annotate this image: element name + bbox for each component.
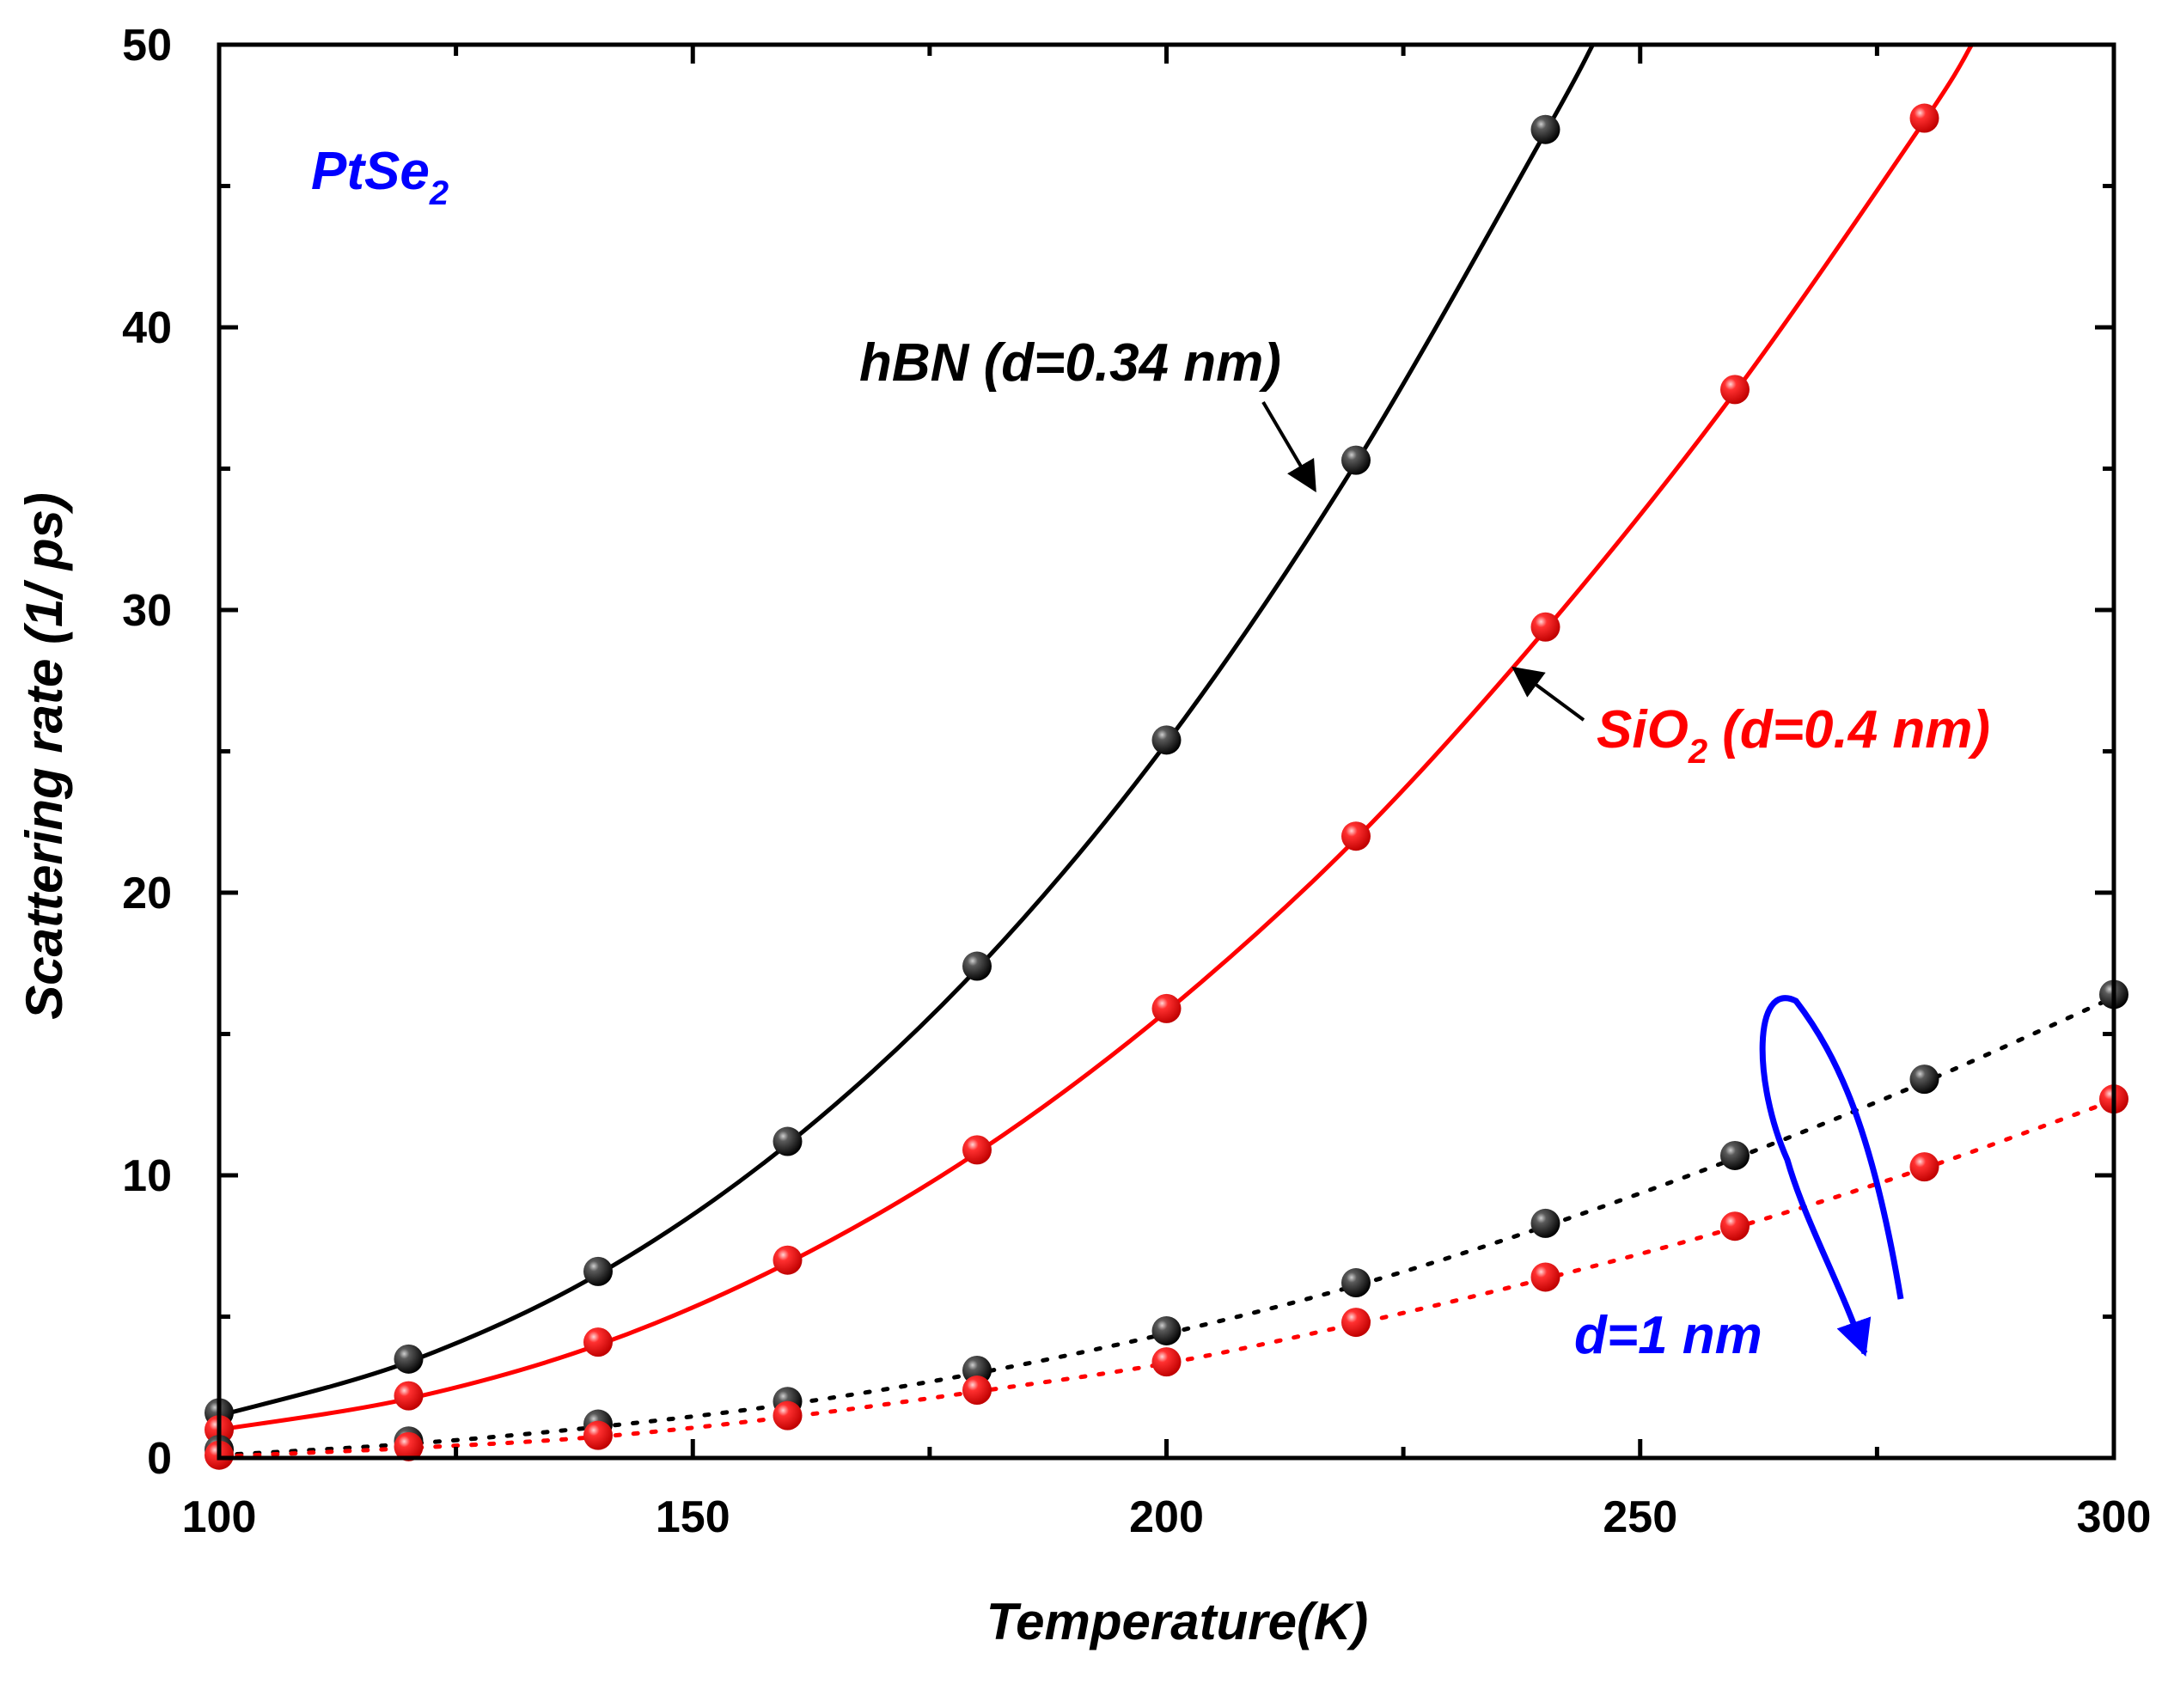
data-point-hbn-d-0-34-nm: [1151, 725, 1182, 755]
x-tick-label-250: 250: [1603, 1492, 1677, 1542]
data-point-sio2-d-1-nm: [1530, 1262, 1560, 1292]
hbn-label: hBN (d=0.34 nm): [859, 333, 1281, 393]
sio2-label-post: (d=0.4 nm): [1707, 700, 1990, 759]
data-point-sio2-d-0-4-nm: [773, 1245, 803, 1275]
y-tick-label-30: 30: [122, 586, 172, 636]
data-point-hbn-d-0-34-nm: [394, 1344, 424, 1374]
y-tick-label-20: 20: [122, 869, 172, 918]
data-point-hbn-d-0-34-nm: [1530, 114, 1560, 144]
data-point-sio2-d-1-nm: [1720, 1211, 1750, 1241]
series-line-hbn-d-1-nm: [219, 995, 2114, 1458]
data-point-hbn-d-1-nm: [1909, 1064, 1939, 1095]
material-label: PtSe2: [311, 142, 449, 212]
material-label-sub: 2: [429, 174, 449, 212]
data-point-sio2-d-1-nm: [773, 1400, 803, 1430]
data-point-sio2-d-1-nm: [1151, 1347, 1182, 1377]
sio2-label-sub: 2: [1688, 733, 1707, 771]
data-point-sio2-d-1-nm: [1341, 1308, 1371, 1338]
y-tick-label-10: 10: [122, 1151, 172, 1201]
material-label-main: PtSe: [311, 142, 430, 201]
data-point-sio2-d-1-nm: [394, 1431, 424, 1461]
data-point-hbn-d-0-34-nm: [962, 951, 992, 981]
x-tick-label-200: 200: [1129, 1492, 1204, 1542]
data-point-sio2-d-0-4-nm: [1530, 612, 1560, 642]
x-tick-label-100: 100: [182, 1492, 257, 1542]
x-tick-label-300: 300: [2077, 1492, 2152, 1542]
x-axis-label: Temperature(K): [986, 1593, 1369, 1650]
axis-ticks: [217, 42, 2116, 1461]
data-point-hbn-d-0-34-nm: [1341, 445, 1371, 475]
series-points: [205, 103, 2128, 1470]
data-point-sio2-d-1-nm: [583, 1420, 613, 1450]
data-point-hbn-d-1-nm: [1341, 1268, 1371, 1298]
data-point-sio2-d-0-4-nm: [583, 1327, 613, 1357]
series-line-hbn-d-0-34-nm: [219, 45, 1595, 1418]
y-tick-label-50: 50: [122, 21, 172, 70]
sio2-label-arrow: [1511, 666, 1585, 722]
data-point-hbn-d-0-34-nm: [773, 1126, 803, 1156]
data-point-hbn-d-1-nm: [1151, 1315, 1182, 1345]
y-tick-label-40: 40: [122, 303, 172, 353]
data-point-hbn-d-1-nm: [1530, 1208, 1560, 1238]
y-tick-label-0: 0: [147, 1434, 172, 1484]
data-point-hbn-d-0-34-nm: [583, 1256, 613, 1286]
data-point-sio2-d-1-nm: [1909, 1152, 1939, 1182]
series-line-sio2-d-1-nm: [219, 1098, 2114, 1458]
y-axis-label: Scattering rate (1/ ps): [15, 492, 73, 1020]
d1-label: d=1 nm: [1574, 1306, 1762, 1365]
data-point-sio2-d-0-4-nm: [962, 1135, 992, 1165]
x-tick-labels: 100 150 200 250 300: [182, 1492, 2152, 1542]
data-point-sio2-d-0-4-nm: [1909, 103, 1939, 133]
data-point-sio2-d-0-4-nm: [394, 1381, 424, 1411]
series-line-sio2-d-0-4-nm: [219, 45, 1974, 1432]
sio2-label-pre: SiO: [1597, 700, 1689, 759]
d1-loop-arrow: [1759, 995, 1904, 1357]
data-point-sio2-d-1-nm: [962, 1376, 992, 1406]
data-point-sio2-d-0-4-nm: [1151, 993, 1182, 1023]
y-tick-labels: 0 10 20 30 40 50: [122, 21, 172, 1484]
data-point-sio2-d-0-4-nm: [1720, 375, 1750, 405]
sio2-label: SiO2 (d=0.4 nm): [1597, 700, 1990, 771]
x-tick-label-150: 150: [656, 1492, 730, 1542]
data-point-hbn-d-1-nm: [1720, 1140, 1750, 1170]
data-point-sio2-d-0-4-nm: [1341, 821, 1371, 851]
hbn-label-arrow: [1261, 400, 1316, 493]
